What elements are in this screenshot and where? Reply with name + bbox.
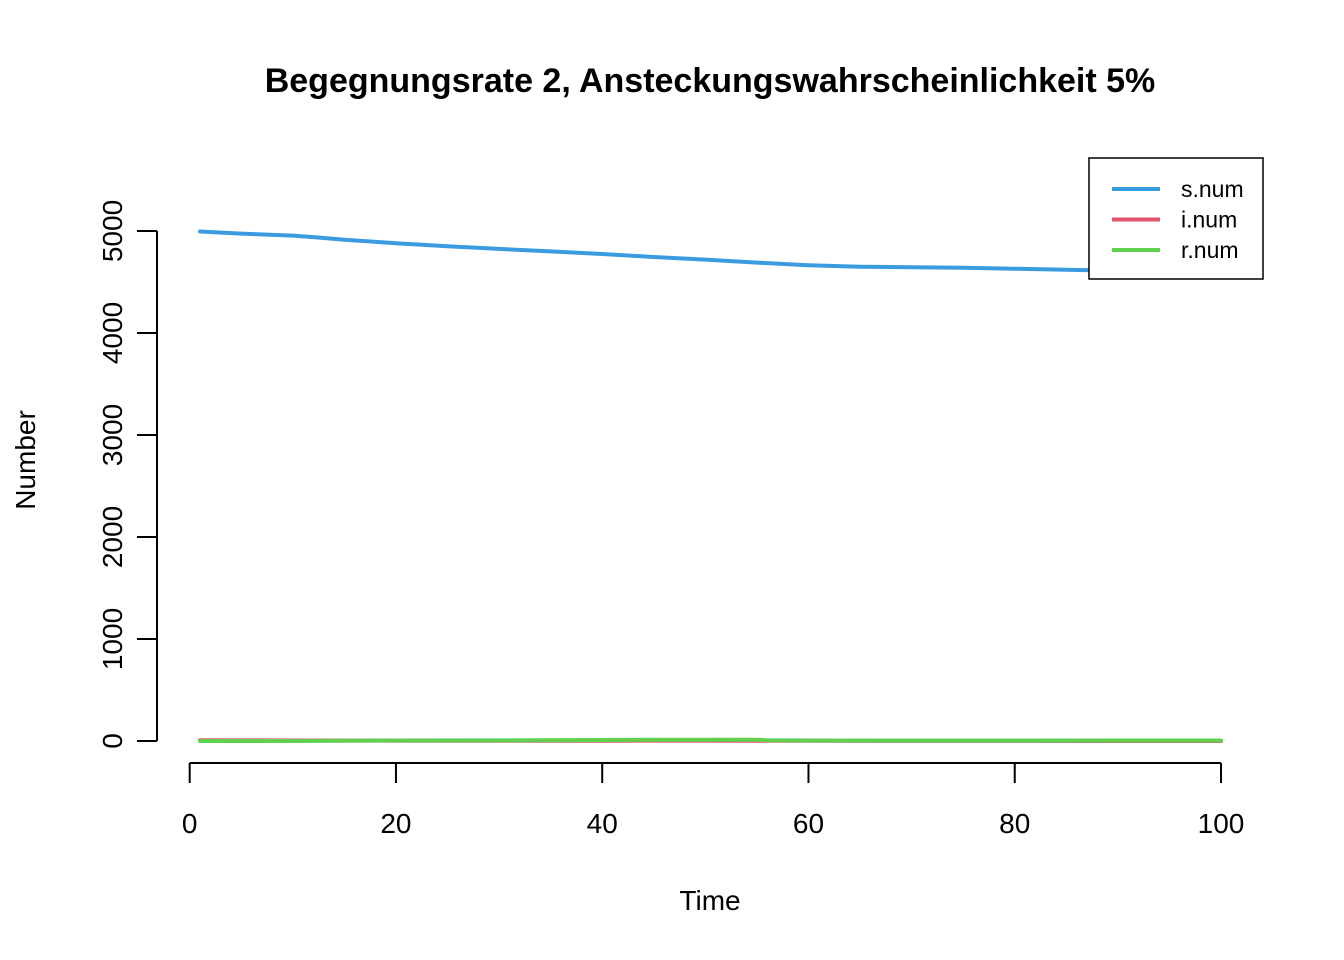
x-tick-label: 80 <box>999 808 1030 839</box>
y-axis: 0 1000 2000 3000 4000 5000 <box>97 200 158 749</box>
y-tick-label: 0 <box>97 733 128 749</box>
legend: s.num i.num r.num <box>1088 157 1264 280</box>
chart-title: Begegnungsrate 2, Ansteckungswahrscheinl… <box>265 62 1156 100</box>
x-tick-label: 0 <box>182 808 198 839</box>
x-tick-label: 40 <box>587 808 618 839</box>
legend-label: s.num <box>1181 176 1244 202</box>
y-tick-label: 4000 <box>97 302 128 364</box>
series-line-r-num <box>198 737 1223 743</box>
y-tick-label: 3000 <box>97 404 128 466</box>
series-line-s-num <box>198 229 1223 274</box>
y-axis-label: Number <box>10 410 41 510</box>
y-tick-label: 1000 <box>97 608 128 670</box>
x-tick-label: 100 <box>1198 808 1245 839</box>
legend-label: i.num <box>1181 207 1237 233</box>
plot-area <box>198 229 1223 743</box>
x-tick-label: 60 <box>793 808 824 839</box>
legend-label: r.num <box>1181 237 1239 263</box>
y-tick-label: 2000 <box>97 506 128 568</box>
x-tick-label: 20 <box>380 808 411 839</box>
y-tick-label: 5000 <box>97 200 128 262</box>
x-axis-label: Time <box>679 885 740 916</box>
x-axis: 0 20 40 60 80 100 <box>182 762 1245 839</box>
